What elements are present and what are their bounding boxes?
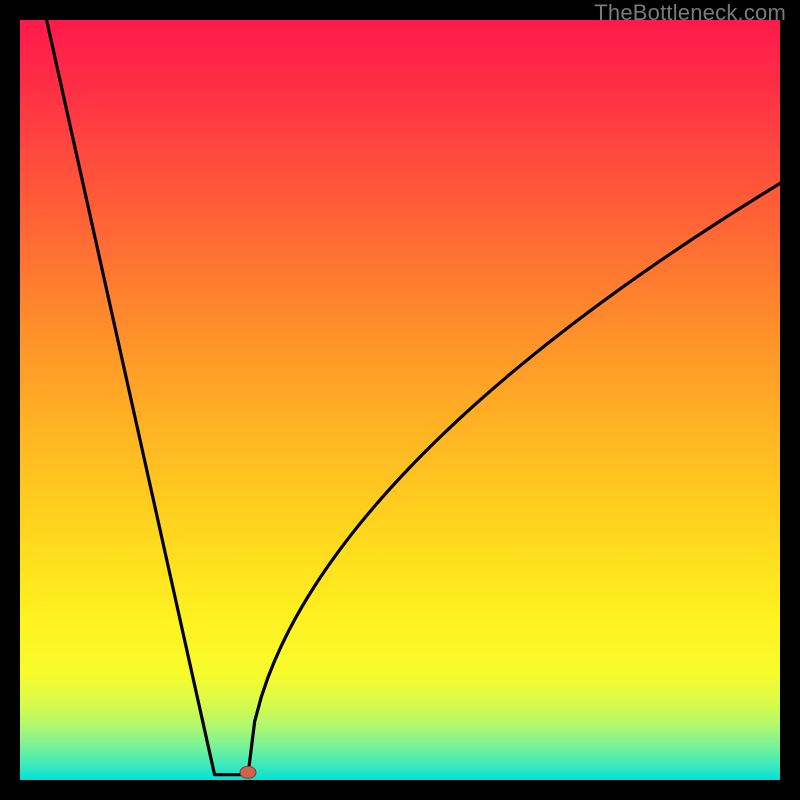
curve-layer bbox=[20, 20, 780, 780]
bottleneck-marker bbox=[240, 766, 256, 778]
bottleneck-curve bbox=[47, 20, 780, 775]
chart-stage: TheBottleneck.com bbox=[0, 0, 800, 800]
plot-area bbox=[20, 20, 780, 780]
watermark-text: TheBottleneck.com bbox=[594, 0, 786, 26]
